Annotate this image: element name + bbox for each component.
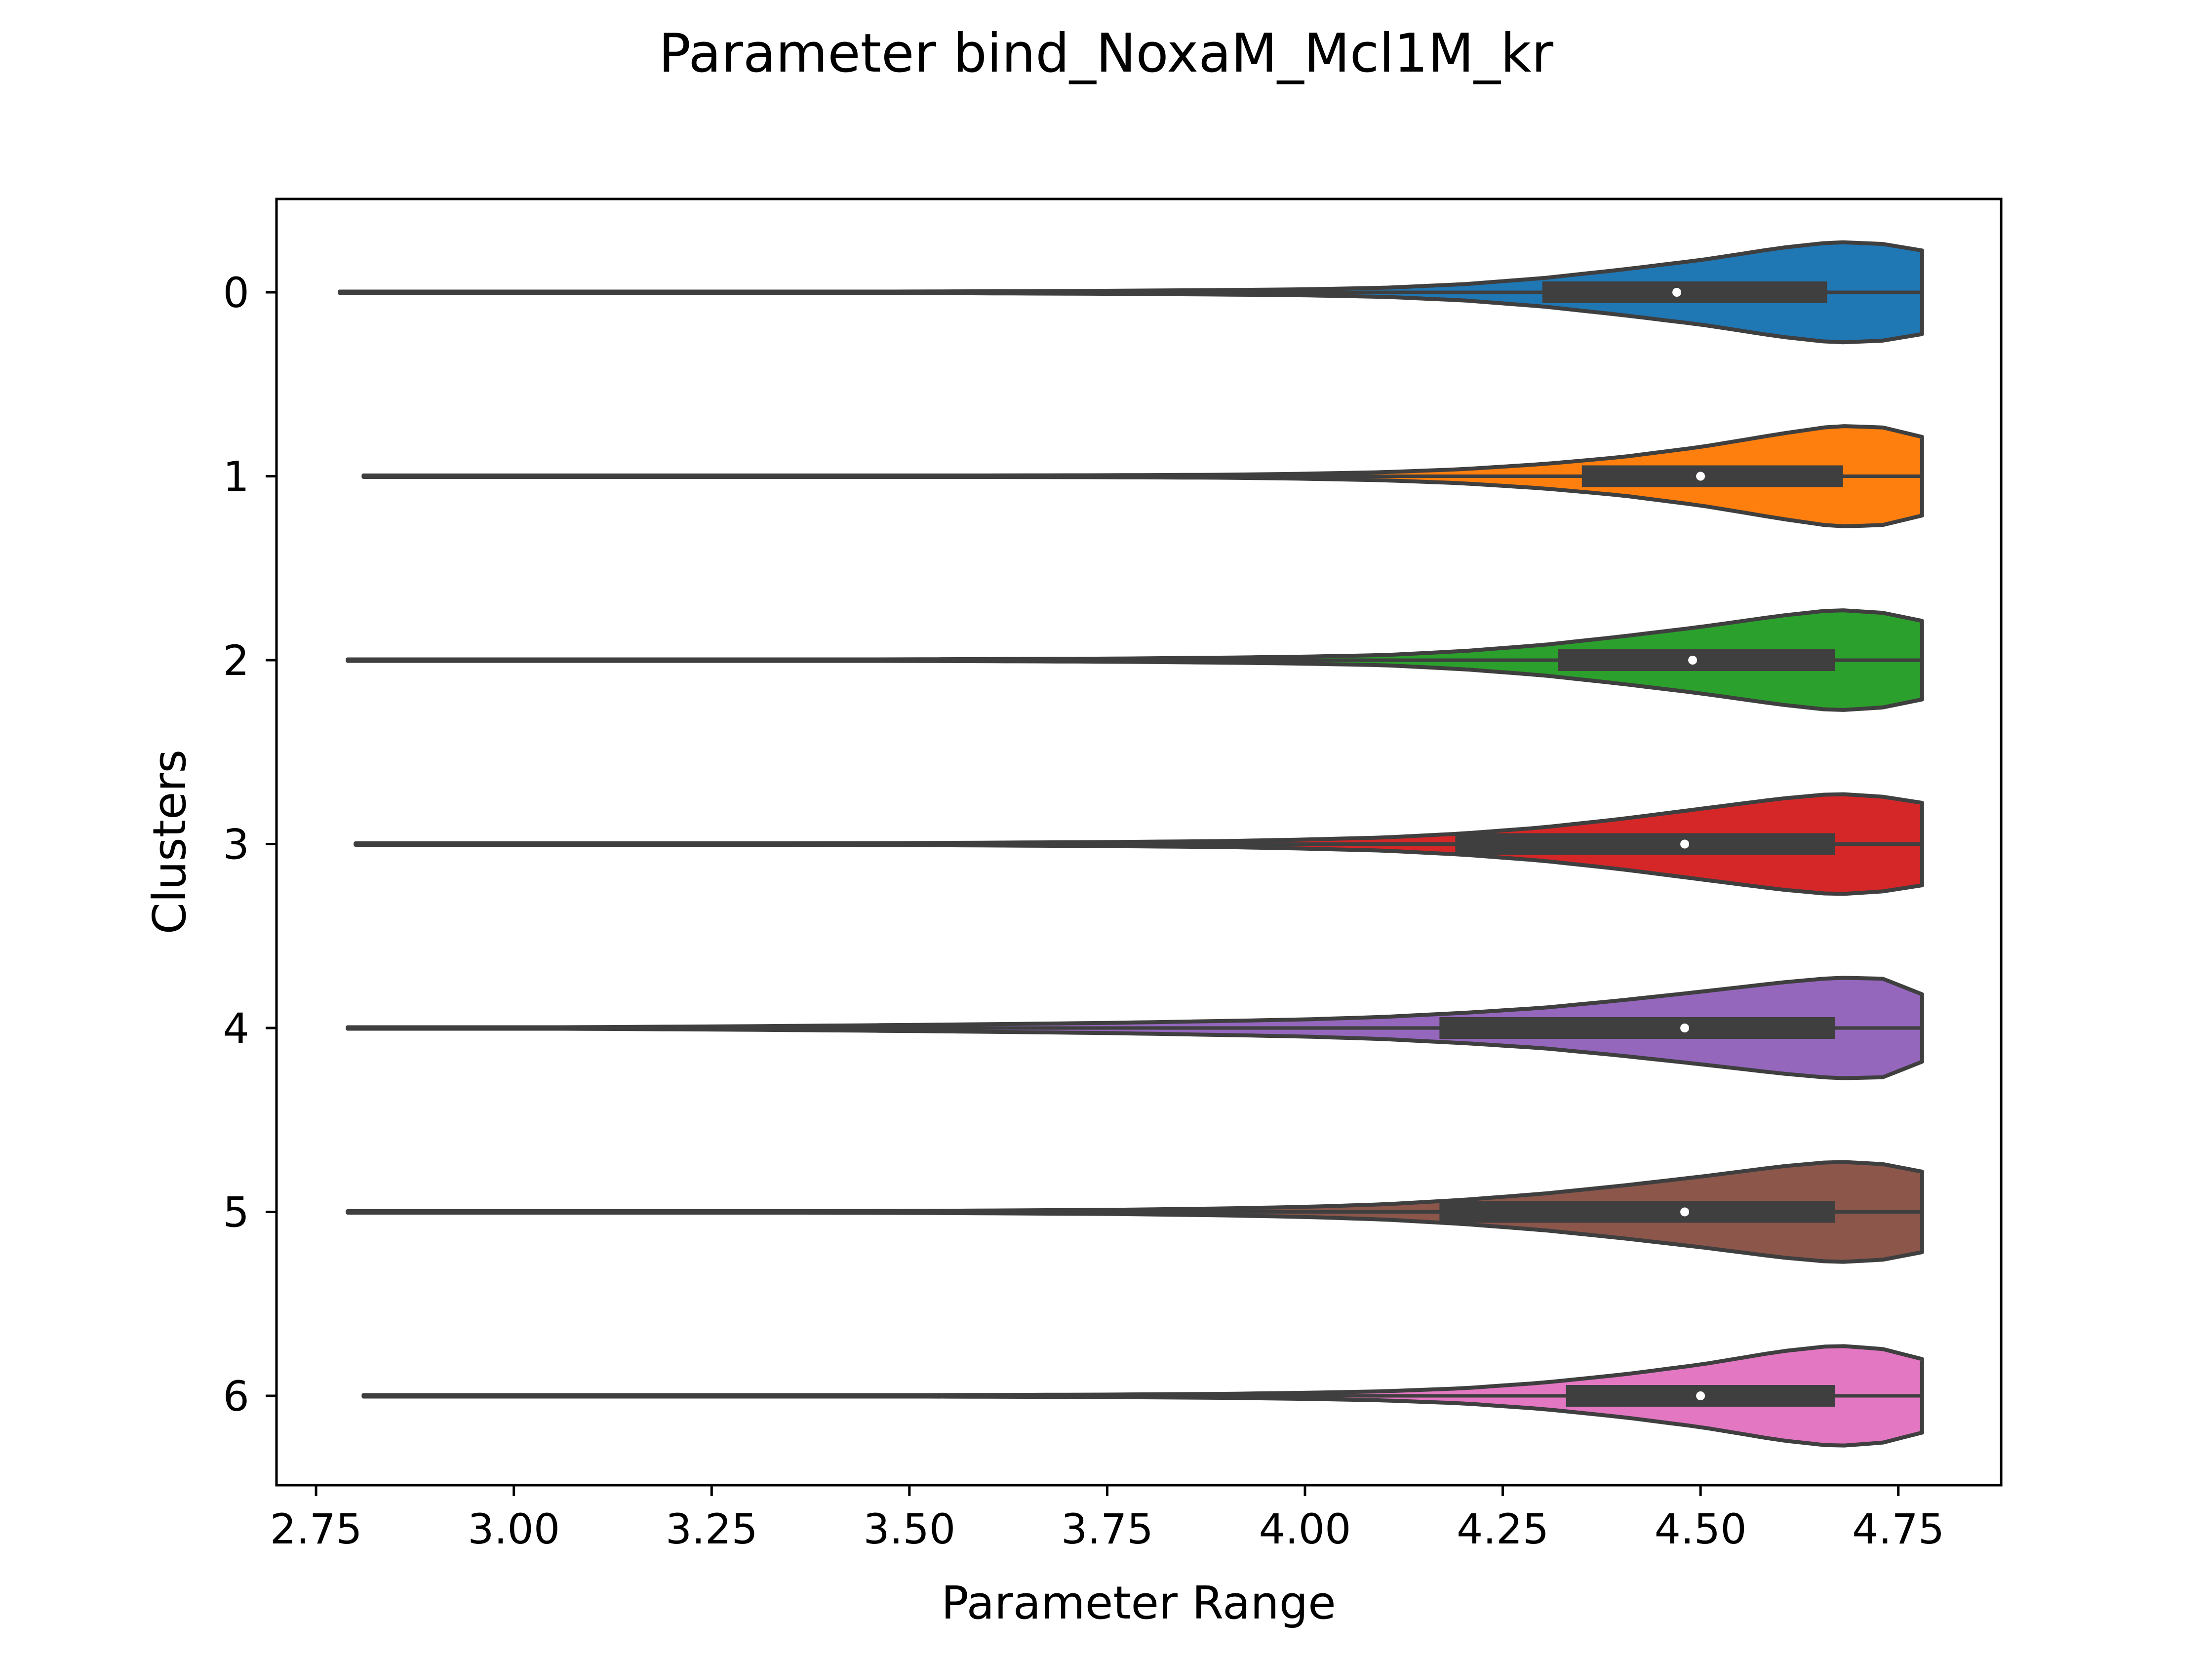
y-axis-ticks: 0 1 2 3 4 5 6 <box>223 269 276 1421</box>
violin-median-dot <box>1672 288 1682 297</box>
y-tick-label: 3 <box>223 821 249 869</box>
x-axis-label: Parameter Range <box>941 1577 1336 1629</box>
y-tick-label: 5 <box>223 1188 249 1237</box>
violin-cluster-1 <box>361 424 1924 528</box>
violin-iqr-box <box>1542 281 1827 303</box>
y-tick-label: 0 <box>223 269 249 317</box>
x-tick-label: 4.75 <box>1852 1505 1944 1553</box>
violins-layer <box>338 240 1924 1448</box>
violin-median-dot <box>1680 839 1690 849</box>
x-tick-label: 3.25 <box>666 1505 758 1553</box>
violin-cluster-4 <box>346 976 1924 1080</box>
plot-frame <box>275 198 2003 1487</box>
violin-iqr-box <box>1581 465 1843 487</box>
x-tick-label: 4.25 <box>1457 1505 1549 1553</box>
violin-iqr-box <box>1455 833 1835 855</box>
violin-cluster-6 <box>361 1344 1924 1448</box>
violin-median-dot <box>1680 1207 1690 1217</box>
violin-median-dot <box>1680 1024 1690 1032</box>
violin-iqr-box <box>1439 1017 1835 1039</box>
violin-cluster-0 <box>338 240 1924 345</box>
y-axis-label: Clusters <box>143 750 196 934</box>
violin-iqr-box <box>1439 1201 1835 1223</box>
y-tick-label: 2 <box>223 636 249 685</box>
chart-title: Parameter bind_NoxaM_Mcl1M_kr <box>659 23 1554 84</box>
violin-cluster-5 <box>346 1160 1924 1264</box>
violin-cluster-3 <box>354 792 1924 896</box>
x-axis-ticks: 2.75 3.00 3.25 3.50 3.75 4.00 4.25 4.50 4.75 <box>270 1485 1944 1553</box>
violin-median-dot <box>1696 472 1705 481</box>
y-tick-label: 4 <box>223 1004 249 1053</box>
x-tick-label: 3.75 <box>1061 1505 1153 1553</box>
y-tick-label: 6 <box>223 1372 249 1421</box>
x-tick-label: 4.00 <box>1259 1505 1351 1553</box>
x-tick-label: 2.75 <box>270 1505 362 1553</box>
violin-median-dot <box>1688 656 1698 665</box>
x-tick-label: 3.50 <box>863 1505 955 1553</box>
x-tick-label: 3.00 <box>468 1505 560 1553</box>
violin-median-dot <box>1696 1391 1705 1400</box>
violin-cluster-2 <box>346 608 1924 712</box>
y-tick-label: 1 <box>223 453 249 501</box>
x-tick-label: 4.50 <box>1655 1505 1747 1553</box>
